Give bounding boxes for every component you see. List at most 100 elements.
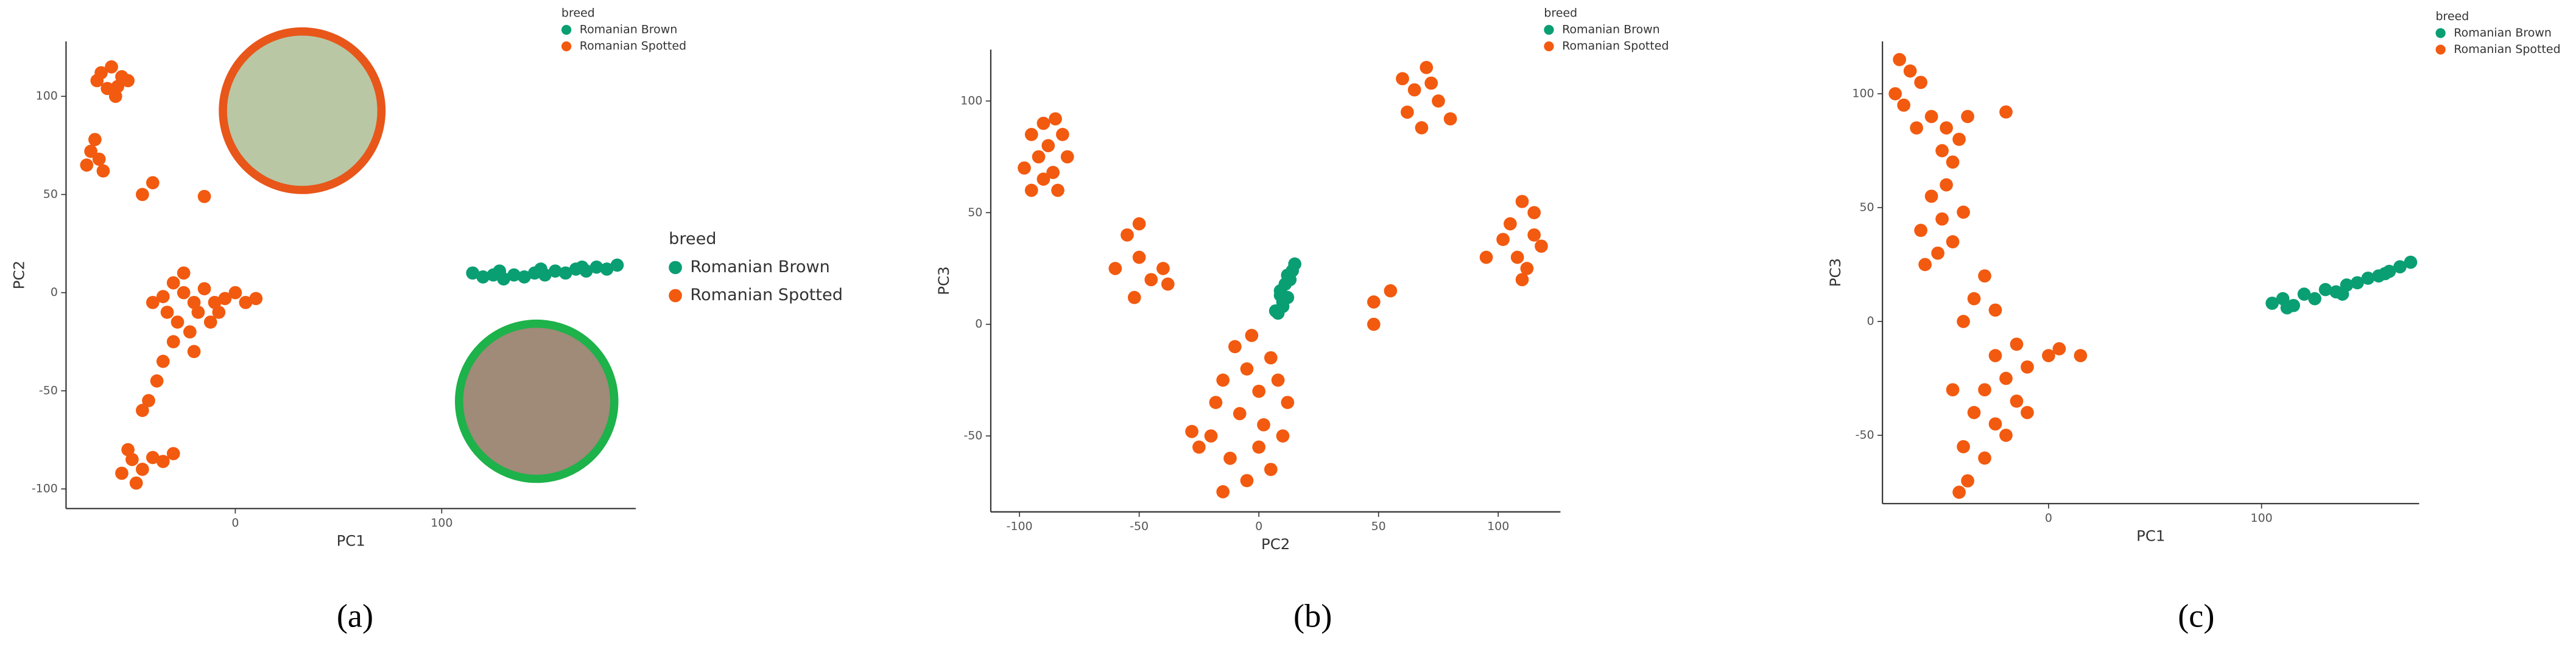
data-point <box>1108 262 1122 275</box>
legend-marker <box>1544 24 1554 35</box>
data-point <box>197 282 211 296</box>
data-point <box>171 315 185 329</box>
data-point <box>1897 98 1910 112</box>
data-point <box>92 152 106 166</box>
data-point <box>1910 121 1923 135</box>
data-point <box>1924 189 1938 203</box>
data-point <box>212 306 226 319</box>
data-point <box>507 268 521 282</box>
data-point <box>2404 255 2418 269</box>
data-point <box>2265 296 2279 310</box>
x-tick-label: 0 <box>1255 520 1262 533</box>
data-point <box>105 60 118 74</box>
data-point <box>1432 94 1445 108</box>
data-point <box>1957 205 1970 219</box>
data-point <box>1245 329 1259 342</box>
data-point <box>1957 315 1970 328</box>
data-point <box>1055 128 1069 141</box>
data-point <box>493 264 507 278</box>
data-point <box>1918 258 1932 272</box>
data-point <box>1216 373 1230 387</box>
data-point <box>1209 396 1223 409</box>
data-point <box>150 374 164 388</box>
data-point <box>121 443 135 457</box>
data-point <box>177 286 191 300</box>
data-point <box>80 158 94 172</box>
data-point <box>1192 440 1206 454</box>
data-point <box>1935 144 1949 158</box>
data-point <box>100 82 114 96</box>
data-point <box>1935 212 1949 226</box>
x-tick-label: 100 <box>2251 511 2273 525</box>
legend-label: Romanian Brown <box>690 258 829 276</box>
data-point <box>156 290 170 303</box>
x-axis-label: PC2 <box>1261 535 1290 553</box>
data-point <box>610 258 624 272</box>
data-point <box>1999 371 2013 385</box>
data-point <box>1367 317 1381 331</box>
y-tick-label: 0 <box>51 286 58 299</box>
data-point <box>1223 451 1237 465</box>
x-tick-label: 100 <box>431 516 452 530</box>
legend-marker <box>2435 28 2446 38</box>
data-point <box>228 286 242 300</box>
data-point <box>1271 373 1285 387</box>
panel-caption: (b) <box>1293 597 1332 634</box>
data-point <box>129 476 143 490</box>
data-point <box>2351 276 2364 290</box>
data-point <box>1252 440 1265 454</box>
x-tick-label: 0 <box>2045 511 2052 525</box>
data-point <box>1204 429 1218 443</box>
data-point <box>2318 282 2332 296</box>
data-point <box>476 270 490 284</box>
data-point <box>1961 110 1974 124</box>
data-point <box>108 89 122 103</box>
data-point <box>1269 304 1283 318</box>
data-point <box>1988 303 2002 317</box>
data-point <box>1999 429 2013 442</box>
data-point <box>1978 269 1991 283</box>
data-point <box>2361 272 2375 285</box>
data-point <box>136 463 149 476</box>
data-point <box>121 74 135 88</box>
data-point <box>1036 116 1050 130</box>
data-point <box>2297 287 2311 301</box>
data-point <box>1400 105 1414 119</box>
legend-marker <box>669 261 682 275</box>
y-tick-label: 0 <box>975 317 982 331</box>
legend-title: breed <box>2436 10 2469 23</box>
y-tick-label: 0 <box>1867 314 1874 328</box>
data-point <box>1288 257 1301 271</box>
data-point <box>96 164 110 178</box>
y-tick-label: 50 <box>968 206 982 219</box>
data-point <box>1957 440 1970 454</box>
data-point <box>2393 260 2407 274</box>
data-point <box>1527 228 1541 242</box>
legend-label: Romanian Spotted <box>1562 40 1669 53</box>
data-point <box>1281 396 1295 409</box>
x-axis-label: PC1 <box>2136 527 2165 544</box>
data-point <box>1967 292 1981 306</box>
data-point <box>1535 239 1548 253</box>
legend-label: Romanian Spotted <box>690 286 843 304</box>
data-point <box>1888 87 1902 100</box>
x-tick-label: 0 <box>231 516 239 530</box>
data-point <box>1257 418 1270 432</box>
data-point <box>1988 349 2002 362</box>
data-point <box>1504 217 1517 231</box>
legend-label: Romanian Brown <box>2454 26 2552 40</box>
data-point <box>1510 250 1524 264</box>
panel-caption: (a) <box>337 597 373 634</box>
data-point <box>239 295 253 309</box>
legend-label: Romanian Brown <box>580 23 678 36</box>
data-point <box>1264 351 1278 365</box>
data-point <box>115 466 128 480</box>
data-point <box>136 188 149 202</box>
data-point <box>156 354 170 368</box>
legend-title: breed <box>561 6 595 19</box>
data-point <box>1032 150 1046 164</box>
data-point <box>1252 384 1265 398</box>
data-point <box>589 260 604 274</box>
data-point <box>191 306 205 319</box>
data-point <box>1903 64 1917 78</box>
